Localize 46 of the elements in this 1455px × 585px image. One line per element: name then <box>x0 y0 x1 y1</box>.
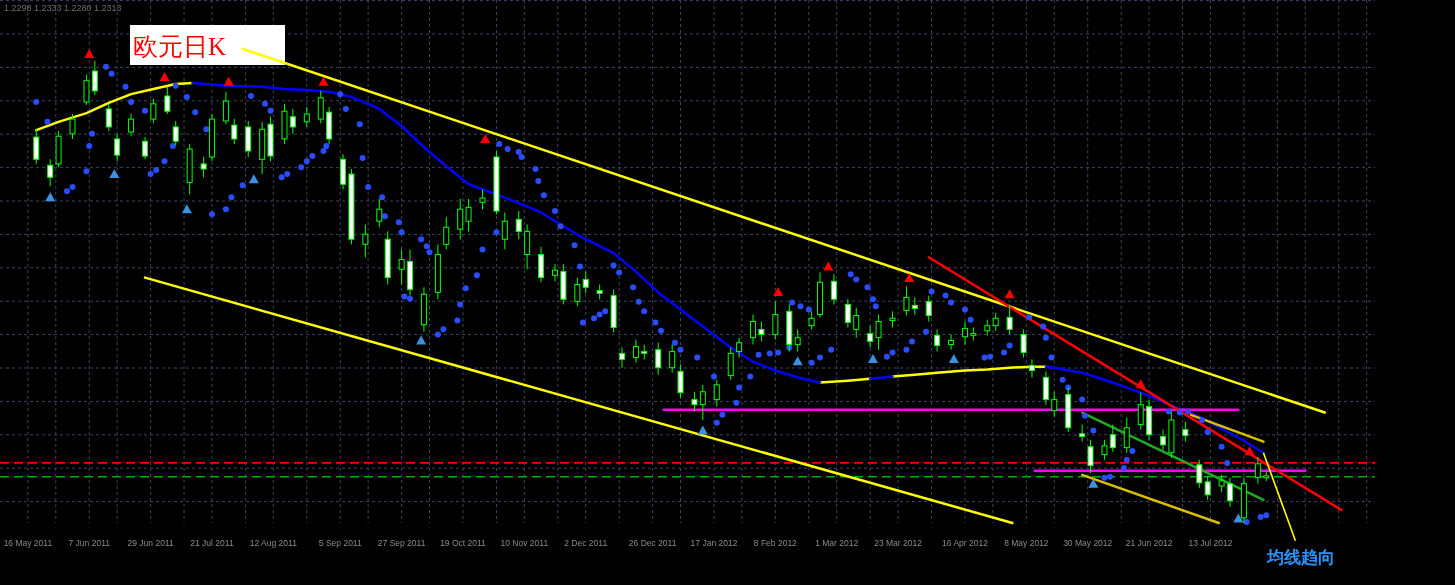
subtitle: 1.2298 1.2333 1.2280 1.2313 <box>4 3 122 13</box>
x-tick-label: 16 May 2011 <box>3 538 53 548</box>
point <box>1244 446 1255 456</box>
x-tick-label: 7 Jun 2011 <box>68 538 110 548</box>
point <box>773 286 784 296</box>
point <box>416 335 427 345</box>
x-tick-label: 8 Feb 2012 <box>753 538 797 548</box>
x-tick-label: 23 Mar 2012 <box>874 538 922 548</box>
point <box>1135 379 1146 389</box>
point <box>823 261 834 271</box>
point <box>480 133 491 143</box>
point <box>1088 478 1099 488</box>
chart-title: 欧元日K <box>133 33 227 60</box>
point <box>904 273 915 283</box>
x-tick-label: 30 May 2012 <box>1063 538 1113 548</box>
x-tick-label: 12 Aug 2011 <box>249 538 297 548</box>
x-tick-label: 10 Nov 2011 <box>500 538 549 548</box>
x-tick-label: 8 May 2012 <box>1004 538 1049 548</box>
x-tick-label: 21 Jul 2011 <box>190 538 234 548</box>
x-tick-label: 2 Dec 2011 <box>564 538 608 548</box>
x-tick-label: 5 Sep 2011 <box>318 538 362 548</box>
x-tick-label: 16 Apr 2012 <box>942 538 988 548</box>
x-tick-label: 1 Mar 2012 <box>815 538 859 548</box>
x-tick-label: 19 Oct 2011 <box>440 538 486 548</box>
point <box>84 48 95 58</box>
point <box>867 353 878 363</box>
point <box>948 353 959 363</box>
annotation: 均线趋向 <box>1267 547 1336 567</box>
point <box>45 192 56 202</box>
point <box>792 356 803 366</box>
x-tick-label: 17 Jan 2012 <box>690 538 738 548</box>
point <box>248 174 259 184</box>
x-tick-label: 13 Jul 2012 <box>1188 538 1233 548</box>
point <box>697 425 708 435</box>
x-tick-label: 29 Jun 2011 <box>127 538 174 548</box>
x-tick-label: 26 Dec 2011 <box>628 538 677 548</box>
point <box>109 169 120 179</box>
point <box>159 72 170 82</box>
x-tick-label: 27 Sep 2011 <box>377 538 426 548</box>
x-tick-label: 21 Jun 2012 <box>1125 538 1173 548</box>
point <box>1233 513 1244 523</box>
point <box>181 204 192 214</box>
point <box>223 76 234 86</box>
point <box>1004 289 1015 299</box>
point <box>318 76 329 86</box>
title: 欧元日K <box>130 25 285 65</box>
